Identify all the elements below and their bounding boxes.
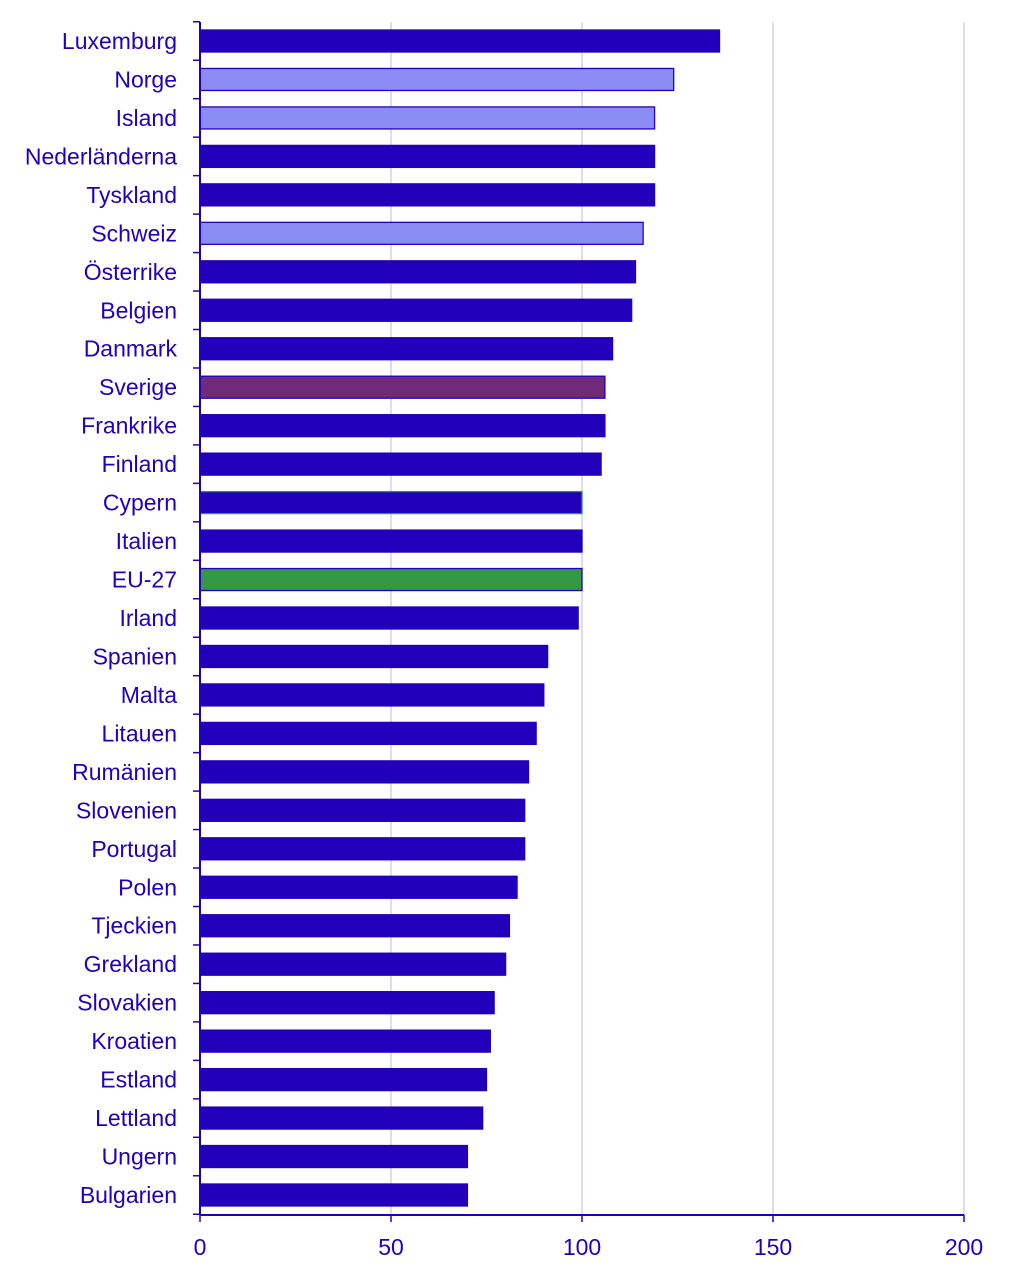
bar-grekland [199, 952, 507, 976]
category-label: EU-27 [112, 567, 177, 593]
category-label: Sverige [99, 374, 177, 400]
category-label: Schweiz [91, 220, 177, 246]
bar-frankrike [199, 414, 606, 438]
bar-malta [199, 683, 545, 707]
bar-nederländerna [199, 144, 656, 169]
bar-slovakien [199, 991, 495, 1015]
bar-danmark [199, 337, 614, 361]
bar-kroatien [199, 1029, 491, 1053]
category-label: Cypern [103, 490, 177, 516]
category-label: Norge [114, 66, 177, 92]
bar-luxemburg [199, 29, 721, 53]
bar-polen [199, 875, 518, 899]
x-tick-label: 100 [563, 1234, 601, 1260]
bar-litauen [199, 721, 537, 746]
bar-tyskland [199, 183, 656, 207]
bars [199, 29, 721, 1207]
category-label: Rumänien [72, 759, 177, 785]
category-label: Bulgarien [80, 1182, 177, 1208]
category-label: Österrike [84, 259, 177, 285]
category-label: Island [116, 105, 177, 131]
bar-italien [199, 529, 583, 553]
bar-schweiz [199, 221, 644, 245]
bar-slovenien [199, 798, 526, 822]
category-label: Litauen [102, 720, 177, 746]
category-label: Portugal [91, 836, 177, 862]
category-label: Slovenien [76, 797, 177, 823]
category-label: Polen [118, 874, 177, 900]
category-label: Danmark [84, 336, 178, 362]
bar-tjeckien [199, 914, 511, 938]
bar-eu-27 [199, 567, 583, 592]
bar-ungern [199, 1144, 469, 1169]
axes [193, 21, 965, 1222]
bar-island [199, 106, 656, 130]
category-label: Kroatien [91, 1028, 177, 1054]
category-label: Grekland [84, 951, 177, 977]
x-tick-labels: 0 50 100 150 200 [194, 1234, 984, 1260]
bar-rumänien [199, 760, 530, 784]
category-label: Italien [116, 528, 177, 554]
bar-finland [199, 452, 602, 476]
category-label: Malta [121, 682, 177, 708]
category-label: Estland [100, 1067, 177, 1093]
category-label: Spanien [93, 643, 177, 669]
category-label: Belgien [100, 297, 177, 323]
category-label: Tyskland [86, 182, 177, 208]
category-label: Luxemburg [62, 28, 177, 54]
bar-bulgarien [199, 1183, 469, 1207]
category-labels: Luxemburg Norge Island Nederländerna Tysklan… [25, 28, 178, 1208]
category-label: Nederländerna [25, 143, 177, 169]
x-tick-label: 150 [754, 1234, 792, 1260]
category-label: Finland [102, 451, 177, 477]
category-label: Irland [119, 605, 177, 631]
bar-belgien [199, 298, 633, 322]
x-tick-label: 50 [378, 1234, 404, 1260]
bar-spanien [199, 644, 549, 669]
category-label: Slovakien [77, 990, 177, 1016]
bar-lettland [199, 1106, 484, 1130]
bar-estland [199, 1067, 488, 1092]
bar-österrike [199, 260, 637, 284]
bar-norge [199, 67, 675, 92]
category-label: Ungern [102, 1144, 177, 1170]
x-tick-label: 0 [194, 1234, 207, 1260]
bar-portugal [199, 837, 526, 861]
category-label: Tjeckien [91, 913, 177, 939]
bar-irland [199, 606, 579, 630]
bar-sverige [199, 375, 606, 399]
bar-cypern [199, 490, 583, 515]
category-label: Frankrike [81, 413, 177, 439]
x-tick-label: 200 [945, 1234, 983, 1260]
category-label: Lettland [95, 1105, 177, 1131]
